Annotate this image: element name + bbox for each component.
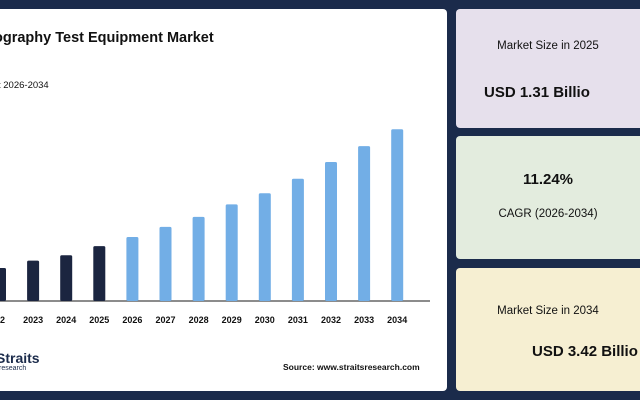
market-size-2025-card: Market Size in 2025 USD 1.31 Billio [456,9,640,128]
market-size-2025-label: Market Size in 2025 [497,40,599,52]
bar-22 [0,268,6,301]
bar-2023 [27,260,40,301]
x-tick-label-2033: 2033 [354,315,374,325]
logo-sub-text: research [0,365,27,372]
bar-2033 [358,146,371,301]
x-tick-label-2032: 2032 [321,315,341,325]
bar-2028 [192,216,205,301]
x-tick-label-2027: 2027 [155,315,175,325]
chart-title: ography Test Equipment Market [0,30,214,46]
x-tick-label-2030: 2030 [255,315,275,325]
straits-research-logo: Straits research [0,351,40,373]
cagr-value: 11.24% [522,171,574,188]
market-size-2034-value: USD 3.42 Billio [532,343,638,360]
source-text: Source: www.straitsresearch.com [283,362,420,372]
bar-2031 [291,178,304,301]
bar-2030 [258,193,271,301]
bar-2029 [225,204,238,301]
bar-2026 [126,237,139,301]
x-tick-label-2031: 2031 [288,315,308,325]
market-size-2034-label: Market Size in 2034 [497,305,599,317]
x-tick-label-22: 22 [0,315,5,325]
cagr-label: CAGR (2026-2034) [498,208,598,220]
x-tick-label-2025: 2025 [89,315,109,325]
bar-2025 [93,246,106,301]
bar-2034 [391,129,404,301]
cagr-card: 11.24% CAGR (2026-2034) [456,136,640,259]
x-tick-label-2026: 2026 [122,315,142,325]
x-tick-label-2028: 2028 [189,315,209,325]
x-tick-label-2029: 2029 [222,315,242,325]
x-tick-label-2024: 2024 [56,315,76,325]
x-tick-label-2023: 2023 [23,315,43,325]
bar-2027 [159,226,172,301]
x-tick-label-2034: 2034 [387,315,407,325]
market-size-2025-value: USD 1.31 Billio [484,84,590,101]
market-size-2034-card: Market Size in 2034 USD 3.42 Billio [456,268,640,391]
bar-chart: 22 2023 2024 2025 2026 2027 2028 2029 2030 2031 20… [0,129,430,325]
logo-main-text: Straits [0,350,40,366]
bar-2024 [60,255,73,301]
chart-subtitle: t 2026-2034 [0,80,49,91]
chart-panel: ography Test Equipment Market t 2026-203… [0,9,447,391]
bar-2032 [325,161,337,301]
